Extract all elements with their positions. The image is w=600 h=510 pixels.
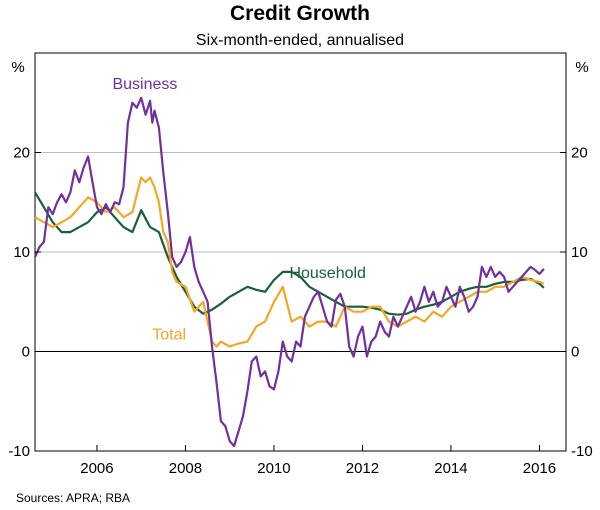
source-note: Sources: APRA; RBA <box>16 491 131 505</box>
y-tick-label-right: 20 <box>571 145 588 162</box>
y-tick-label-left: -10 <box>8 443 30 460</box>
series-label-business: Business <box>112 76 177 93</box>
credit-growth-chart: 2006 2008 2010 2012 2014 2016 -10 -10 0 0 10 10 20 2… <box>8 52 593 477</box>
y-tick-label-left: 20 <box>13 145 30 162</box>
y-tick-label-right: 10 <box>571 244 588 261</box>
series-label-total: Total <box>152 327 186 344</box>
series-labels: Business Household Total <box>112 76 366 344</box>
y-tick-label-left: 10 <box>13 244 30 261</box>
x-tick-label: 2006 <box>80 460 113 477</box>
left-unit-label: % <box>11 59 24 76</box>
right-unit-label: % <box>575 59 588 76</box>
y-tick-label-right: -10 <box>571 443 593 460</box>
series-label-household: Household <box>289 265 366 282</box>
series-lines <box>33 96 545 448</box>
x-tick-label: 2014 <box>434 460 467 477</box>
gridlines <box>35 152 566 352</box>
chart-subtitle: Six-month-ended, annualised <box>195 32 405 49</box>
chart-title: Credit Growth <box>230 2 370 25</box>
series-line-household <box>34 191 545 316</box>
y-tick-label-left: 0 <box>22 344 30 361</box>
y-axes: -10 -10 0 0 10 10 20 20 <box>8 145 592 461</box>
x-tick-label: 2010 <box>257 460 290 477</box>
x-tick-label: 2016 <box>523 460 556 477</box>
y-tick-label-right: 0 <box>571 344 579 361</box>
series-line-business <box>33 96 545 448</box>
x-axis: 2006 2008 2010 2012 2014 2016 <box>80 445 556 477</box>
x-tick-label: 2012 <box>346 460 379 477</box>
series-line-total <box>34 176 545 348</box>
x-tick-label: 2008 <box>169 460 202 477</box>
